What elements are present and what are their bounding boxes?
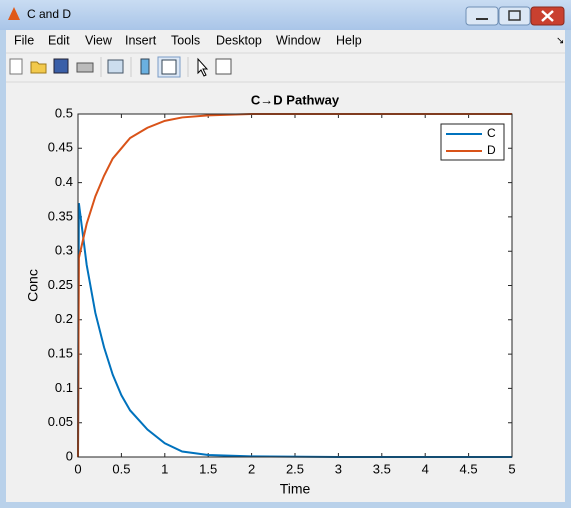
menu-item[interactable]: Desktop [216,33,262,47]
y-tick-label: 0.45 [48,140,73,155]
chart-title: C→D Pathway [251,92,340,107]
y-tick-label: 0.15 [48,346,73,361]
pointer-icon[interactable] [197,57,209,77]
menu-item[interactable]: Insert [125,33,157,47]
x-axis-label: Time [280,481,311,497]
y-tick-label: 0 [66,448,73,463]
save-icon[interactable] [53,58,69,74]
link-icon[interactable] [107,59,124,74]
y-tick-label: 0.4 [55,174,73,189]
legend-label: C [487,126,496,140]
x-tick-label: 0.5 [112,461,130,476]
toolbar [9,56,232,78]
legend-icon [161,59,177,75]
x-tick-label: 1.5 [199,461,217,476]
menu-item[interactable]: Edit [48,33,70,47]
x-tick-label: 4.5 [460,461,478,476]
x-tick-label: 5 [508,461,515,476]
axes-box [77,113,513,458]
y-tick-label: 0.25 [48,277,73,292]
y-tick-label: 0.35 [48,208,73,223]
menu-arrow[interactable]: ↘ [556,36,564,47]
menu-item[interactable]: Help [336,33,362,47]
app-icon [8,7,20,20]
menu-item[interactable]: View [85,33,113,47]
x-tick-label: 3.5 [373,461,391,476]
x-tick-label: 2 [248,461,255,476]
menu-item[interactable]: File [14,33,34,47]
menu-bar: File Edit View Insert Tools Desktop Window Help [14,33,362,47]
x-tick-label: 0 [74,461,81,476]
y-tick-label: 0.05 [48,414,73,429]
minimize-button[interactable] [465,6,499,26]
y-tick-label: 0.2 [55,311,73,326]
legend-box [440,123,505,161]
x-tick-label: 4 [422,461,429,476]
x-tick-label: 3 [335,461,342,476]
print-icon[interactable] [76,62,94,73]
open-icon[interactable] [30,61,47,74]
maximize-icon [508,10,521,21]
maximize-button[interactable] [498,6,531,26]
new-icon[interactable] [9,58,23,75]
y-axis-label: Conc [25,269,41,302]
x-tick-label: 1 [161,461,168,476]
y-tick-label: 0.3 [55,243,73,258]
menu-item[interactable]: Tools [171,33,200,47]
y-tick-label: 0.1 [55,380,73,395]
window-title: C and D [27,7,71,21]
plot-area [78,114,512,457]
figure: C→D Pathway Time Conc 0 0.5 1 1.5 2 2.5 3 3.5 4 4.5 5… [25,92,516,496]
legend-label: D [487,143,496,157]
y-tick-label: 0.5 [55,105,73,120]
close-icon [541,10,554,22]
x-tick-label: 2.5 [286,461,304,476]
colorbar-icon[interactable] [140,58,150,75]
menu-item[interactable]: Window [276,33,321,47]
property-icon[interactable] [215,58,232,75]
